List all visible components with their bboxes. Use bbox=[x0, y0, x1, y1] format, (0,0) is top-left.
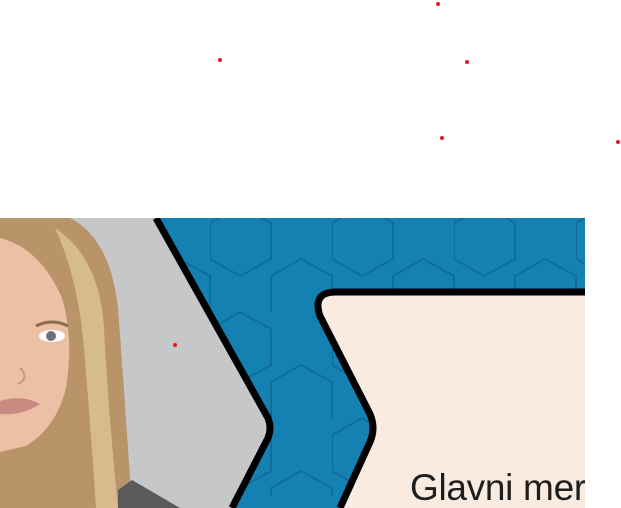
marker-dot bbox=[218, 58, 222, 62]
marker-dot bbox=[465, 60, 469, 64]
hero-banner bbox=[0, 218, 585, 508]
marker-dot bbox=[436, 2, 440, 6]
marker-dot bbox=[440, 136, 444, 140]
portrait-photo bbox=[0, 218, 270, 508]
content-card bbox=[318, 292, 585, 508]
marker-dot bbox=[173, 343, 177, 347]
marker-dot bbox=[616, 140, 620, 144]
